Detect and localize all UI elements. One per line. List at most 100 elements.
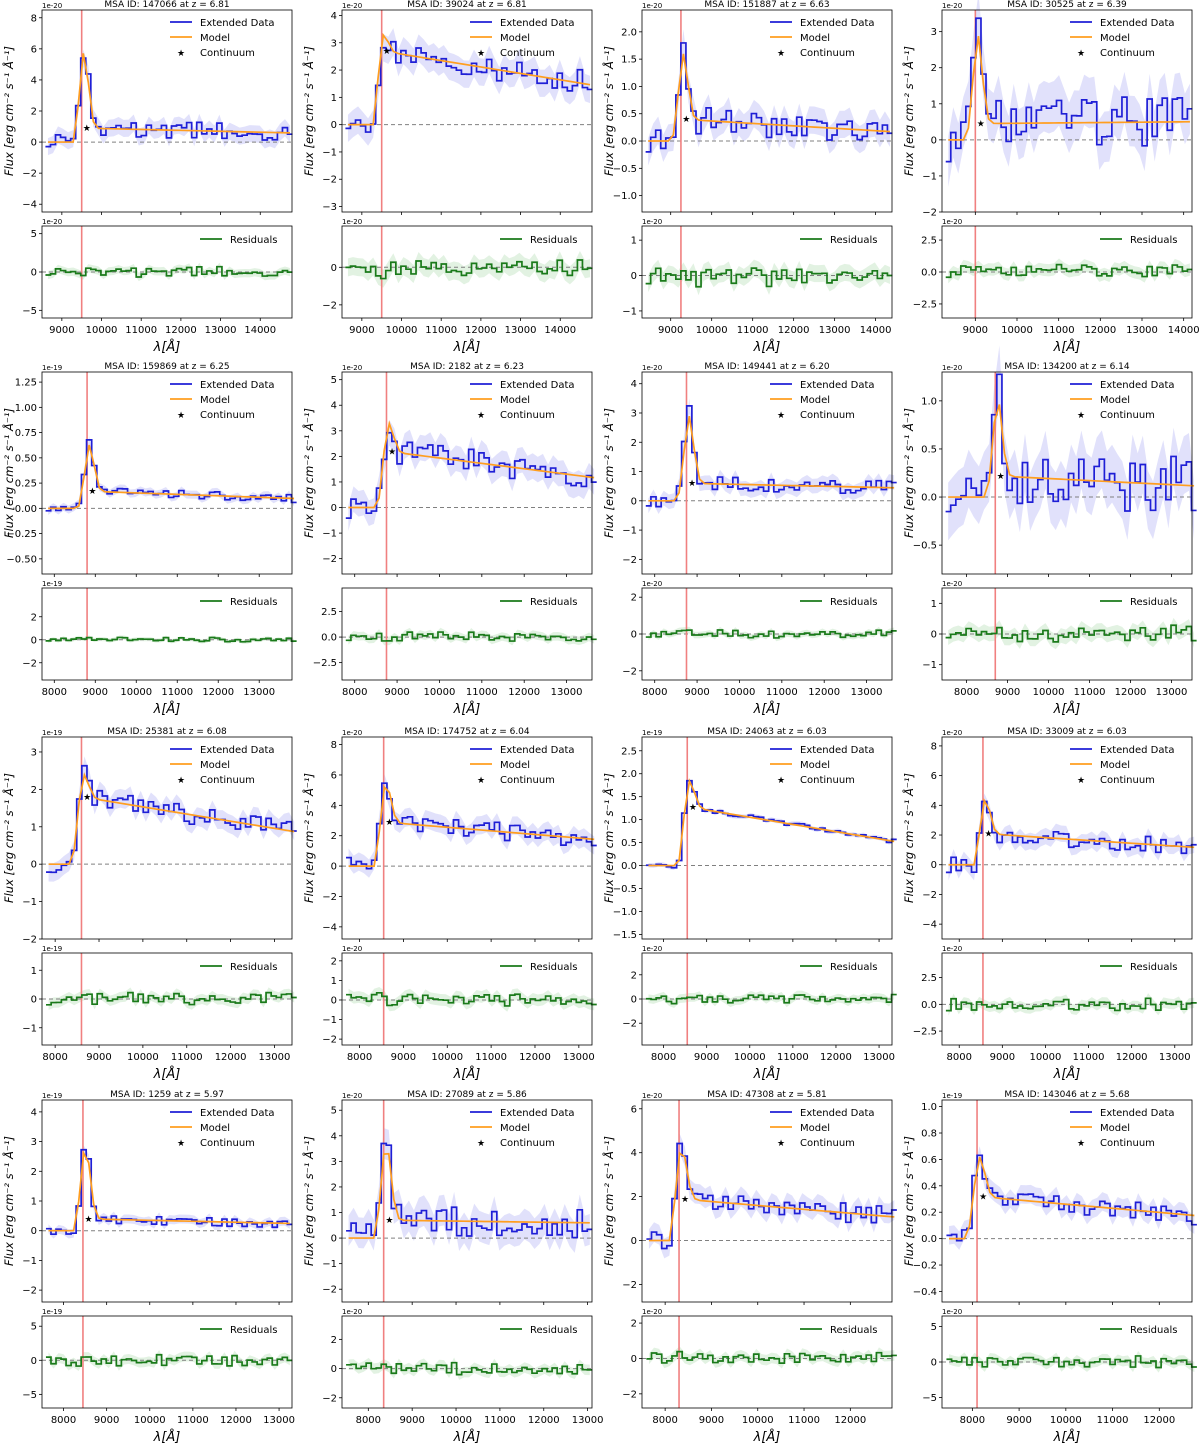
y-axis-label: Flux [erg cm⁻² s⁻¹ Å⁻¹]	[901, 46, 916, 176]
y-tick-label: 1	[31, 822, 37, 833]
res-y-tick-label: 1	[631, 236, 637, 247]
x-tick-label: 10000	[440, 1415, 472, 1426]
residuals-series	[46, 991, 297, 1006]
legend-label-data: Extended Data	[500, 18, 575, 29]
y-tick-label: 0	[331, 1234, 337, 1245]
spectrum-chart-1259: ★ −2 −1 0 1 2 3 4 1e-19 MSA ID: 1259 at z = 5.97 F…	[1, 1090, 295, 1445]
y-tick-label: 2	[331, 831, 337, 842]
legend: Extended Data Model ★ Continuum	[1070, 380, 1175, 421]
res-y-tick-label: 2	[31, 612, 37, 623]
spectrum-chart-33009: ★ −4 −2 0 2 4 6 8 1e-20 MSA ID: 33009 at z = 6.03…	[901, 727, 1197, 1082]
x-tick-label: 12000	[778, 325, 810, 336]
y-axis-label: Flux [erg cm⁻² s⁻¹ Å⁻¹]	[301, 46, 316, 176]
y-tick-label: 8	[931, 741, 937, 752]
y-tick-label: −4	[22, 200, 37, 211]
x-tick-label: 11000	[425, 325, 457, 336]
y-tick-label: 8	[331, 740, 337, 751]
y-tick-label: −2	[922, 890, 937, 901]
spectrum-panel-30525: ★ −2 −1 0 1 2 3 1e-20 MSA ID: 30525 at z = 6.39 F…	[900, 0, 1200, 360]
y-tick-label: −2	[322, 892, 337, 903]
res-scale-exponent: 1e-20	[642, 1308, 662, 1316]
res-y-tick-label: −2	[622, 1389, 637, 1400]
x-tick-label: 9000	[658, 325, 683, 336]
res-y-tick-label: 0	[31, 995, 37, 1006]
y-tick-label: 2	[331, 66, 337, 77]
error-band	[347, 28, 591, 146]
legend-label-data: Extended Data	[200, 1108, 275, 1119]
extended-data-series	[945, 373, 1197, 513]
spectrum-chart-134200: ★ −0.5 0.0 0.5 1.0 1e-20 MSA ID: 134200 at z =…	[901, 345, 1197, 717]
legend-label-data: Extended Data	[800, 18, 875, 29]
legend-label-data: Extended Data	[500, 745, 575, 756]
residual-plot: −2 0 2 8000 9000 10000 11000 12000 13000 1e-20 Res…	[622, 945, 897, 1082]
error-band	[648, 398, 895, 514]
y-axis-label: Flux [erg cm⁻² s⁻¹ Å⁻¹]	[601, 773, 616, 903]
res-scale-exponent: 1e-20	[642, 580, 662, 588]
residual-plot: −5 0 5 8000 9000 10000 11000 12000 13000 1e-19 Res…	[22, 1308, 295, 1445]
flux-plot: ★ −2 −1 0 1 2 3 4 5 1e-20 MSA ID: 2182 at z = 6.23…	[301, 362, 597, 577]
legend-label-data: Extended Data	[800, 380, 875, 391]
legend-label-model: Model	[1100, 33, 1130, 44]
continuum-marker: ★	[985, 830, 993, 840]
legend: Extended Data Model ★ Continuum	[170, 18, 275, 59]
spectrum-chart-174752: ★ −4 −2 0 2 4 6 8 1e-20 MSA ID: 174752 at z = 6.0…	[301, 727, 597, 1082]
res-y-tick-label: 0	[331, 263, 337, 274]
y-tick-label: −1	[622, 526, 637, 537]
legend-label-model: Model	[200, 760, 230, 771]
residuals-series	[346, 991, 597, 1007]
legend-label-residuals: Residuals	[1130, 235, 1177, 246]
residual-plot: −2 0 2 8000 9000 10000 11000 12000 13000 1e-20 Res…	[622, 580, 897, 717]
model-series	[347, 32, 591, 126]
x-axis-label: λ[Å]	[753, 1066, 781, 1082]
y-tick-label: −0.25	[6, 529, 37, 540]
y-tick-label: 1	[31, 1197, 37, 1208]
x-tick-label: 11000	[466, 687, 498, 698]
res-y-tick-label: 2.5	[921, 973, 937, 984]
continuum-marker: ★	[88, 487, 96, 497]
y-scale-exponent: 1e-19	[42, 729, 62, 737]
res-y-tick-label: 2	[331, 956, 337, 967]
res-scale-exponent: 1e-20	[942, 1308, 962, 1316]
legend-label-continuum: Continuum	[800, 48, 855, 59]
y-tick-label: 0.2	[921, 1208, 937, 1219]
spectrum-chart-27089: ★ −2 −1 0 1 2 3 4 5 1e-20 MSA ID: 27089 at z = 5.8…	[301, 1090, 604, 1445]
y-tick-label: 0.00	[15, 504, 37, 515]
x-tick-label: 10000	[424, 687, 456, 698]
spectrum-chart-143046: ★ −0.4 −0.2 0.0 0.2 0.4 0.6 0.8 1.0 1e-19 MSA ID: …	[901, 1090, 1197, 1445]
x-tick-label: 13000	[819, 325, 851, 336]
res-y-tick-label: −1	[322, 1015, 337, 1026]
legend-label-model: Model	[200, 395, 230, 406]
x-tick-label: 13000	[563, 1052, 595, 1063]
legend-label-continuum: Continuum	[200, 48, 255, 59]
panel-title: MSA ID: 24063 at z = 6.03	[707, 727, 827, 737]
legend-label-continuum: Continuum	[500, 410, 555, 421]
continuum-marker: ★	[85, 1215, 93, 1225]
legend-label-residuals: Residuals	[530, 1325, 577, 1336]
extended-data-series	[645, 405, 897, 508]
flux-plot: ★ −2 −1 0 1 2 3 4 1e-20 MSA ID: 149441 at z = 6.2…	[601, 362, 897, 577]
y-tick-label: 1.0	[921, 1102, 937, 1113]
residuals-series	[945, 263, 1193, 279]
y-tick-label: 0.0	[621, 137, 637, 148]
panel-title: MSA ID: 1259 at z = 5.97	[110, 1090, 224, 1100]
x-tick-label: 10000	[431, 1052, 463, 1063]
legend: Extended Data Model ★ Continuum	[170, 1108, 275, 1149]
y-scale-exponent: 1e-20	[342, 1092, 362, 1100]
y-tick-label: 1.5	[621, 55, 637, 66]
y-tick-label: −4	[322, 922, 337, 933]
model-series	[48, 1150, 290, 1232]
res-y-tick-label: 0	[931, 630, 937, 641]
panel-title: MSA ID: 159869 at z = 6.25	[104, 362, 229, 372]
y-tick-label: 4	[331, 1131, 337, 1142]
legend-swatch-continuum: ★	[1077, 49, 1085, 59]
error-band	[648, 1133, 895, 1259]
legend-label-continuum: Continuum	[1100, 48, 1155, 59]
model-series	[348, 420, 595, 509]
x-tick-label: 10000	[734, 1052, 766, 1063]
x-tick-label: 12000	[508, 687, 540, 698]
error-band	[948, 345, 1195, 541]
panel-title: MSA ID: 30525 at z = 6.39	[1007, 0, 1127, 10]
residual-plot-frame	[341, 1315, 593, 1409]
legend-label-residuals: Residuals	[1130, 962, 1177, 973]
